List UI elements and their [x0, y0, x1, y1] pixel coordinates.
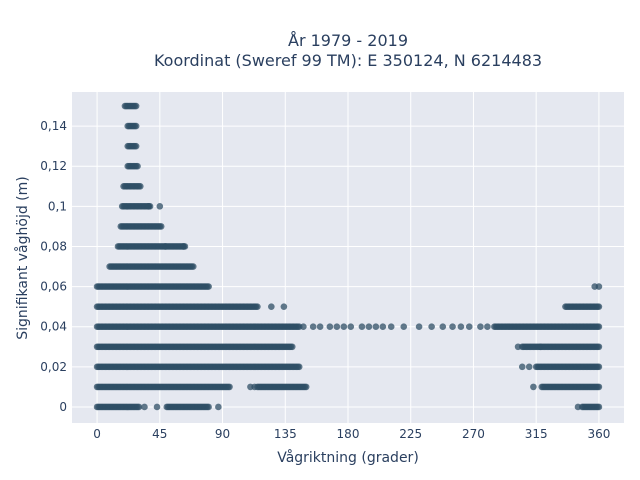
data-point [457, 323, 465, 331]
data-point [254, 303, 261, 310]
data-point [226, 383, 233, 391]
data-point [428, 323, 435, 331]
data-point [189, 263, 197, 270]
data-point [135, 403, 143, 411]
data-point [205, 403, 212, 411]
x-tick-label: 0 [93, 427, 101, 441]
data-point [372, 323, 380, 331]
data-point [295, 363, 303, 371]
data-point [157, 223, 165, 230]
data-point [137, 182, 144, 190]
x-tick-label: 270 [462, 427, 485, 441]
x-tick-label: 45 [152, 427, 167, 441]
data-point [268, 303, 275, 310]
y-tick-label: 0 [59, 400, 67, 414]
data-point [326, 323, 334, 331]
y-tick-label: 0,12 [40, 159, 67, 173]
data-point [484, 323, 491, 331]
data-point [180, 243, 187, 250]
data-point [525, 363, 533, 371]
data-point [288, 343, 296, 351]
data-point [400, 323, 408, 331]
y-tick-label: 0,1 [48, 199, 67, 213]
data-point [595, 343, 603, 351]
data-point [156, 203, 164, 210]
data-point [132, 142, 140, 150]
data-point [595, 303, 603, 310]
data-point [302, 383, 310, 391]
y-axis-title: Signifikant våghöjd (m) [14, 176, 31, 339]
x-tick-label: 180 [337, 427, 360, 441]
data-point [415, 323, 423, 331]
data-point [595, 323, 603, 331]
y-axis-ticks: 0 0,02 0,04 0,06 0,08 0,1 0,12 0,14 [40, 119, 67, 414]
x-tick-label: 90 [215, 427, 230, 441]
data-point [300, 323, 307, 331]
y-tick-label: 0,06 [40, 280, 67, 294]
x-tick-label: 315 [525, 427, 548, 441]
y-tick-label: 0,14 [40, 119, 67, 133]
data-point [595, 403, 603, 411]
data-point [439, 323, 447, 331]
data-point [358, 323, 366, 331]
data-point [387, 323, 395, 331]
data-points [93, 102, 603, 411]
data-point [162, 243, 169, 250]
data-point [595, 383, 603, 391]
data-point [215, 403, 222, 411]
data-point [530, 383, 537, 391]
data-point [145, 203, 152, 210]
data-point [595, 283, 603, 290]
x-axis-ticks: 0 45 90 135 180 225 270 315 360 [93, 427, 610, 441]
data-point [537, 343, 544, 351]
y-tick-label: 0,04 [40, 320, 67, 334]
data-point [309, 323, 317, 331]
x-tick-label: 360 [587, 427, 610, 441]
data-point [574, 403, 582, 411]
data-point [141, 403, 148, 411]
data-point [132, 102, 140, 110]
x-tick-label: 135 [274, 427, 297, 441]
data-point [449, 323, 456, 331]
data-point [347, 323, 355, 331]
data-point [251, 383, 258, 391]
data-point [365, 323, 373, 331]
data-point [316, 323, 324, 331]
data-point [465, 323, 473, 331]
data-point [595, 363, 603, 371]
data-point [518, 363, 526, 371]
data-point [280, 303, 288, 310]
chart-title-line-1: År 1979 - 2019 [288, 31, 408, 50]
data-point [477, 323, 484, 331]
y-tick-label: 0,08 [40, 239, 67, 253]
x-axis-title: Vågriktning (grader) [277, 449, 419, 466]
data-point [514, 343, 522, 351]
data-point [132, 122, 140, 130]
chart-title-line-2: Koordinat (Sweref 99 TM): E 350124, N 62… [154, 51, 542, 70]
data-point [205, 283, 212, 290]
data-point [153, 403, 161, 411]
data-point [340, 323, 348, 331]
data-point [333, 323, 341, 331]
y-tick-label: 0,02 [40, 360, 67, 374]
data-point [379, 323, 387, 331]
x-tick-label: 225 [399, 427, 422, 441]
data-point [134, 162, 141, 170]
